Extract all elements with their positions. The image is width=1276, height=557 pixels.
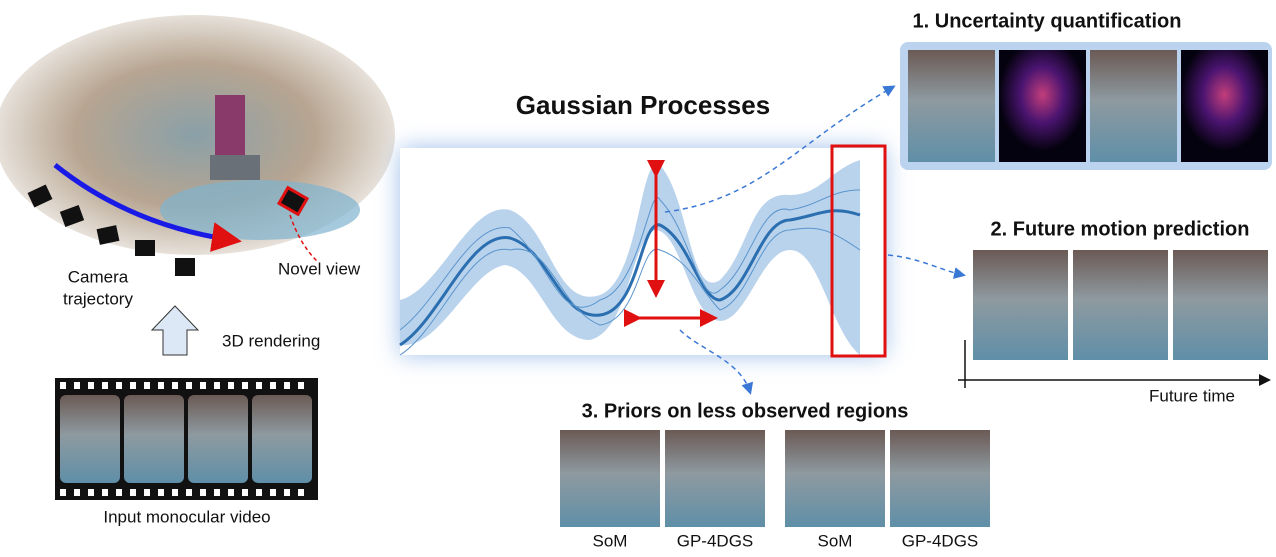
image-label: SoM — [818, 531, 853, 550]
label: Novel view — [278, 259, 361, 278]
panel-title: 1. Uncertainty quantification — [913, 10, 1182, 32]
image-label: SoM — [593, 531, 628, 550]
title: Gaussian Processes — [516, 90, 770, 120]
up-arrow — [152, 306, 198, 355]
label: trajectory — [63, 289, 133, 308]
figure: Camera trajectory Novel view 3D renderin… — [0, 0, 1276, 552]
uncertainty-panel — [900, 42, 1272, 170]
axis-label: Future time — [1149, 386, 1235, 405]
gp-plot — [400, 146, 885, 356]
caption: Input monocular video — [103, 507, 270, 526]
film-strip — [55, 378, 318, 500]
panel-title: 2. Future motion prediction — [991, 218, 1250, 240]
priors-panel — [560, 430, 990, 527]
label: Camera — [68, 267, 129, 286]
image-label: GP-4DGS — [902, 531, 979, 550]
scene-render — [0, 15, 395, 255]
future-panel — [958, 250, 1268, 388]
label: 3D rendering — [222, 331, 320, 350]
panel-title: 3. Priors on less observed regions — [582, 400, 909, 422]
image-label: GP-4DGS — [677, 531, 754, 550]
